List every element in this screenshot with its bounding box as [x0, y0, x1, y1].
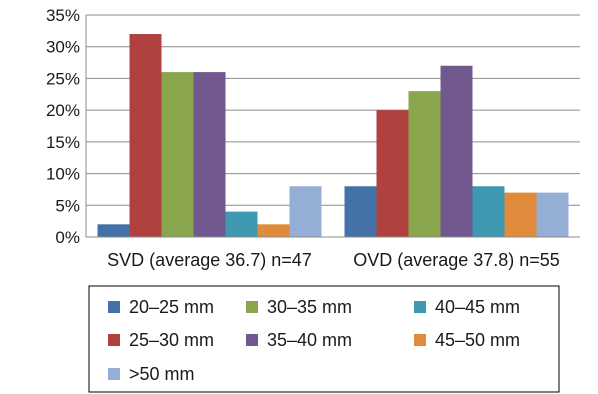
bar [129, 34, 162, 238]
legend-swatch [108, 301, 120, 313]
y-tick-label: 15% [46, 133, 80, 152]
legend-swatch [108, 334, 120, 346]
bar [289, 186, 322, 237]
legend-label: 35–40 mm [267, 330, 352, 350]
legend-label: 45–50 mm [435, 330, 520, 350]
bar [504, 192, 537, 237]
legend-box [88, 285, 560, 393]
y-tick-label: 10% [46, 165, 80, 184]
bar [440, 65, 473, 237]
bar [408, 91, 441, 237]
y-tick-label: 35% [46, 6, 80, 25]
bar [225, 211, 258, 237]
bars [97, 34, 569, 238]
bar [536, 192, 569, 237]
y-tick-label: 20% [46, 101, 80, 120]
bar [97, 224, 130, 237]
legend-swatch [246, 301, 258, 313]
bar [257, 224, 290, 237]
y-tick-label: 0% [55, 228, 80, 247]
y-tick-label: 5% [55, 196, 80, 215]
legend-label: 40–45 mm [435, 297, 520, 317]
bar [472, 186, 505, 237]
x-axis: SVD (average 36.7) n=47 OVD (average 37.8… [86, 236, 580, 270]
legend-label: >50 mm [129, 364, 195, 384]
y-tick-label: 30% [46, 38, 80, 57]
x-tick-label: OVD (average 37.8) n=55 [353, 250, 560, 270]
legend-swatch [414, 301, 426, 313]
y-tick-label: 25% [46, 69, 80, 88]
legend-label: 25–30 mm [129, 330, 214, 350]
x-tick-label: SVD (average 36.7) n=47 [107, 250, 312, 270]
bar [344, 186, 377, 237]
bar [193, 72, 226, 237]
legend-swatch [414, 334, 426, 346]
bar [376, 110, 409, 237]
legend-label: 20–25 mm [129, 297, 214, 317]
legend-swatch [108, 368, 120, 380]
bar [161, 72, 194, 237]
y-axis: 0% 5% 10% 15% 20% 25% 30% 35% [46, 6, 87, 247]
legend-swatch [246, 334, 258, 346]
legend: 20–25 mm 25–30 mm 30–35 mm 35–40 mm 40–45 mm… [88, 285, 560, 393]
legend-label: 30–35 mm [267, 297, 352, 317]
